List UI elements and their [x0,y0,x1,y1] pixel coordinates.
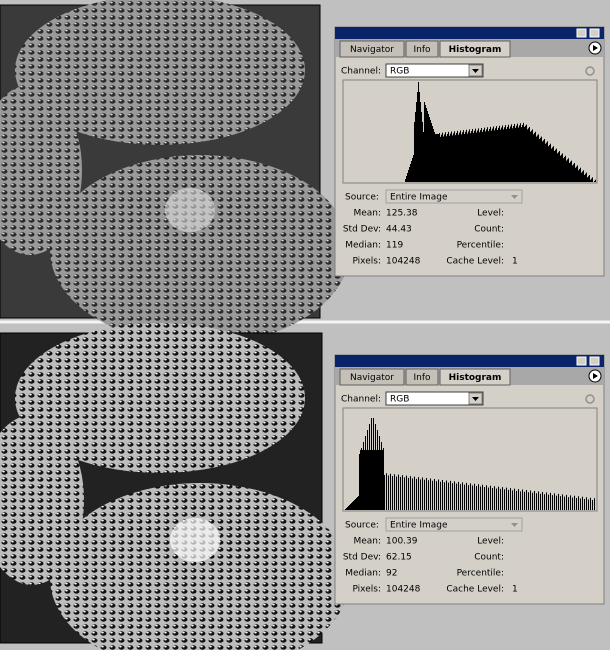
stat-label: Level: [477,209,504,219]
select-arrow-icon [472,397,479,401]
stat-value: 44.43 [386,225,412,235]
source-arrow-icon [511,523,518,527]
stat-value: 100.39 [386,537,418,547]
stat-label: Std Dev: [343,553,381,563]
stat-label: Cache Level: [446,257,504,267]
photo [0,323,350,650]
source-select [385,517,523,532]
stat-value: 1 [512,585,518,595]
stat-value: 104248 [386,257,421,267]
source-value: Entire Image [390,521,448,531]
stat-label: Count: [474,553,504,563]
stat-label: Pixels: [352,585,381,595]
menu-arrow [593,373,598,379]
tab[interactable] [439,368,511,386]
stat-label: Std Dev: [343,225,381,235]
stat-value: 62.15 [386,553,412,563]
minimize-button[interactable] [576,356,587,366]
channel-label: Channel: [341,395,381,405]
source-value: Entire Image [390,193,448,203]
stat-label: Level: [477,537,504,547]
tab-label[interactable]: Histogram [449,45,502,55]
source-label: Source: [345,193,379,203]
tab-label[interactable]: Navigator [350,373,394,383]
stat-value: 92 [386,569,397,579]
stat-label: Mean: [353,537,381,547]
close-button[interactable] [589,356,600,366]
stat-value: 1 [512,257,518,267]
tab[interactable] [339,40,405,58]
stat-label: Count: [474,225,504,235]
stat-label: Median: [345,569,381,579]
channel-select[interactable] [385,63,484,78]
menu-arrow [593,45,598,51]
stat-value: 125.38 [386,209,418,219]
stat-label: Pixels: [352,257,381,267]
stat-value: 104248 [386,585,421,595]
tab[interactable] [439,40,511,58]
stat-value: 119 [386,241,403,251]
tab[interactable] [405,40,439,58]
channel-value[interactable]: RGB [390,395,409,405]
refresh-icon[interactable] [585,394,595,404]
stat-label: Cache Level: [446,585,504,595]
close-button[interactable] [589,28,600,38]
tab-label[interactable]: Histogram [449,373,502,383]
source-select [385,189,523,204]
histogram-graph [345,418,595,510]
tab[interactable] [405,368,439,386]
tab-label[interactable]: Navigator [350,45,394,55]
source-label: Source: [345,521,379,531]
channel-select[interactable] [385,391,484,406]
stat-label: Percentile: [457,569,504,579]
minimize-button[interactable] [576,28,587,38]
photo [0,0,350,345]
histogram-palette: Navigator Info Histogram Channel: RGB Source:… [334,26,605,277]
stat-label: Median: [345,241,381,251]
histogram-graph [405,82,596,182]
title-bar [335,27,604,39]
stat-label: Percentile: [457,241,504,251]
refresh-icon[interactable] [585,66,595,76]
tab[interactable] [339,368,405,386]
channel-value[interactable]: RGB [390,67,409,77]
source-arrow-icon [511,195,518,199]
histogram-palette: Navigator Info Histogram Channel: RGB Source:… [334,354,605,605]
stat-label: Mean: [353,209,381,219]
channel-label: Channel: [341,67,381,77]
select-arrow-icon [472,69,479,73]
tab-label[interactable]: Info [413,373,431,383]
title-bar [335,355,604,367]
tab-label[interactable]: Info [413,45,431,55]
